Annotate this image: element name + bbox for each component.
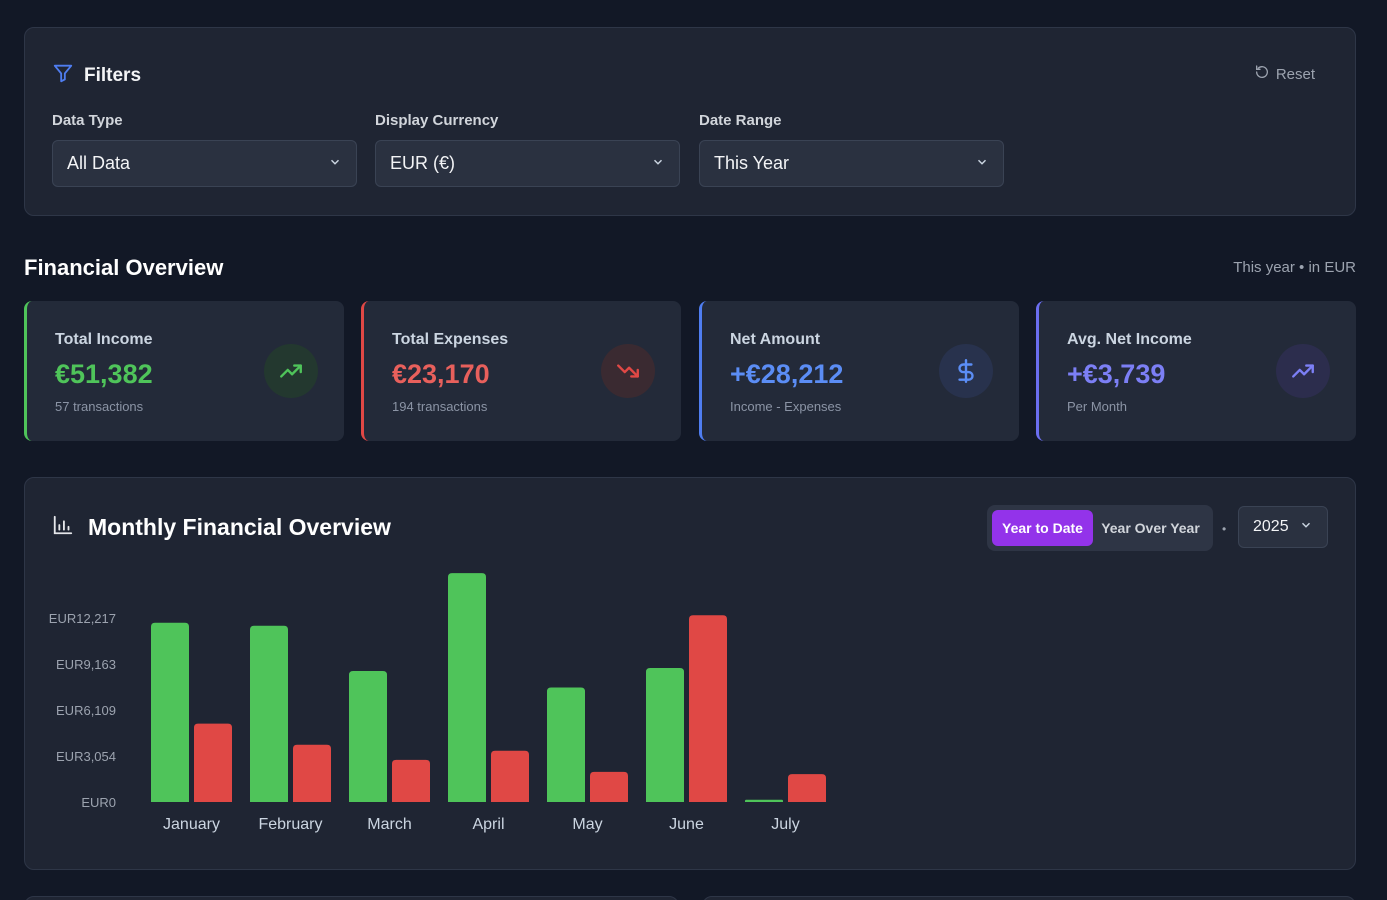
expense-bar[interactable] bbox=[392, 759, 430, 802]
chevron-down-icon bbox=[975, 153, 989, 174]
income-bar[interactable] bbox=[646, 667, 684, 802]
trending-up-icon bbox=[1276, 344, 1330, 398]
expense-bar[interactable] bbox=[689, 615, 727, 802]
expense-bar[interactable] bbox=[590, 771, 628, 802]
income-bar[interactable] bbox=[151, 622, 189, 802]
expense-bar[interactable] bbox=[788, 774, 826, 802]
lower-panel-left bbox=[24, 896, 679, 900]
income-bar[interactable] bbox=[349, 670, 387, 802]
data-type-value: All Data bbox=[67, 153, 131, 173]
dollar-icon bbox=[939, 344, 993, 398]
y-tick-label: EUR9,163 bbox=[56, 657, 116, 672]
income-bar[interactable] bbox=[547, 687, 585, 802]
trending-up-icon bbox=[264, 344, 318, 398]
date-range-select[interactable]: This Year bbox=[699, 140, 1004, 187]
bar-chart-icon bbox=[52, 514, 74, 541]
overview-meta: This year • in EUR bbox=[1233, 259, 1356, 276]
monthly-bar-chart: EUR0 EUR3,054 EUR6,109 EUR9,163 EUR12,217 Jan… bbox=[49, 573, 826, 833]
chevron-down-icon bbox=[651, 153, 665, 174]
y-tick-label: EUR3,054 bbox=[56, 749, 116, 764]
x-tick-label: January bbox=[163, 816, 220, 833]
reset-label: Reset bbox=[1275, 65, 1315, 83]
income-bar[interactable] bbox=[448, 573, 486, 802]
year-select[interactable]: 2025 bbox=[1238, 506, 1328, 548]
x-tick-label: June bbox=[669, 816, 704, 833]
x-tick-label: April bbox=[472, 816, 504, 833]
card-value: +€28,212 bbox=[730, 359, 844, 389]
card-value: €51,382 bbox=[55, 359, 153, 389]
filter-icon bbox=[52, 62, 74, 89]
data-type-field: Data Type All Data bbox=[52, 112, 357, 187]
reset-button[interactable]: Reset bbox=[1254, 64, 1315, 84]
date-range-label: Date Range bbox=[699, 112, 782, 129]
expense-bar[interactable] bbox=[194, 723, 232, 802]
x-tick-label: March bbox=[367, 816, 411, 833]
currency-label: Display Currency bbox=[375, 112, 499, 129]
date-range-field: Date Range This Year bbox=[699, 112, 1004, 187]
trending-down-icon bbox=[601, 344, 655, 398]
year-over-year-tab[interactable]: Year Over Year bbox=[1101, 520, 1200, 536]
reset-icon bbox=[1254, 64, 1270, 84]
currency-field: Display Currency EUR (€) bbox=[375, 112, 680, 187]
y-tick-label: EUR0 bbox=[81, 795, 116, 810]
net-amount-card: Net Amount +€28,212 Income - Expenses bbox=[699, 301, 1019, 441]
chart-header: Monthly Financial Overview bbox=[52, 514, 391, 541]
income-bar[interactable] bbox=[250, 625, 288, 802]
card-sub: 57 transactions bbox=[55, 399, 144, 414]
x-tick-label: February bbox=[258, 816, 322, 833]
year-to-date-tab[interactable]: Year to Date bbox=[992, 510, 1093, 546]
card-value: €23,170 bbox=[392, 359, 490, 389]
x-tick-label: July bbox=[771, 816, 799, 833]
data-type-select[interactable]: All Data bbox=[52, 140, 357, 187]
chevron-down-icon bbox=[1299, 518, 1313, 537]
chevron-down-icon bbox=[328, 153, 342, 174]
total-expenses-card: Total Expenses €23,170 194 transactions bbox=[361, 301, 681, 441]
monthly-chart-panel: Monthly Financial Overview Year to Date … bbox=[24, 477, 1356, 870]
chart-title: Monthly Financial Overview bbox=[88, 514, 391, 540]
year-value: 2025 bbox=[1253, 518, 1289, 535]
y-tick-label: EUR12,217 bbox=[49, 611, 116, 626]
overview-title: Financial Overview bbox=[24, 255, 224, 280]
card-label: Total Income bbox=[55, 331, 153, 348]
view-toggle: Year to Date Year Over Year bbox=[987, 505, 1213, 551]
card-sub: Income - Expenses bbox=[730, 399, 842, 414]
separator-dot: • bbox=[1222, 522, 1227, 536]
card-sub: 194 transactions bbox=[392, 399, 488, 414]
card-label: Total Expenses bbox=[392, 331, 509, 348]
lower-panel-right bbox=[702, 896, 1356, 900]
card-label: Avg. Net Income bbox=[1067, 331, 1192, 348]
filters-title: Filters bbox=[84, 64, 142, 86]
currency-select[interactable]: EUR (€) bbox=[375, 140, 680, 187]
card-sub: Per Month bbox=[1067, 399, 1127, 414]
card-label: Net Amount bbox=[730, 331, 821, 348]
expense-bar[interactable] bbox=[293, 744, 331, 802]
x-tick-label: May bbox=[572, 816, 602, 833]
filters-header: Filters bbox=[52, 62, 141, 89]
card-value: +€3,739 bbox=[1067, 359, 1166, 389]
filters-panel: Filters Reset Data Type All Data Display… bbox=[24, 27, 1356, 216]
date-range-value: This Year bbox=[714, 153, 790, 173]
income-bar[interactable] bbox=[745, 799, 783, 802]
total-income-card: Total Income €51,382 57 transactions bbox=[24, 301, 344, 441]
y-tick-label: EUR6,109 bbox=[56, 703, 116, 718]
avg-net-income-card: Avg. Net Income +€3,739 Per Month bbox=[1036, 301, 1356, 441]
data-type-label: Data Type bbox=[52, 112, 123, 129]
expense-bar[interactable] bbox=[491, 750, 529, 802]
currency-value: EUR (€) bbox=[390, 153, 456, 173]
